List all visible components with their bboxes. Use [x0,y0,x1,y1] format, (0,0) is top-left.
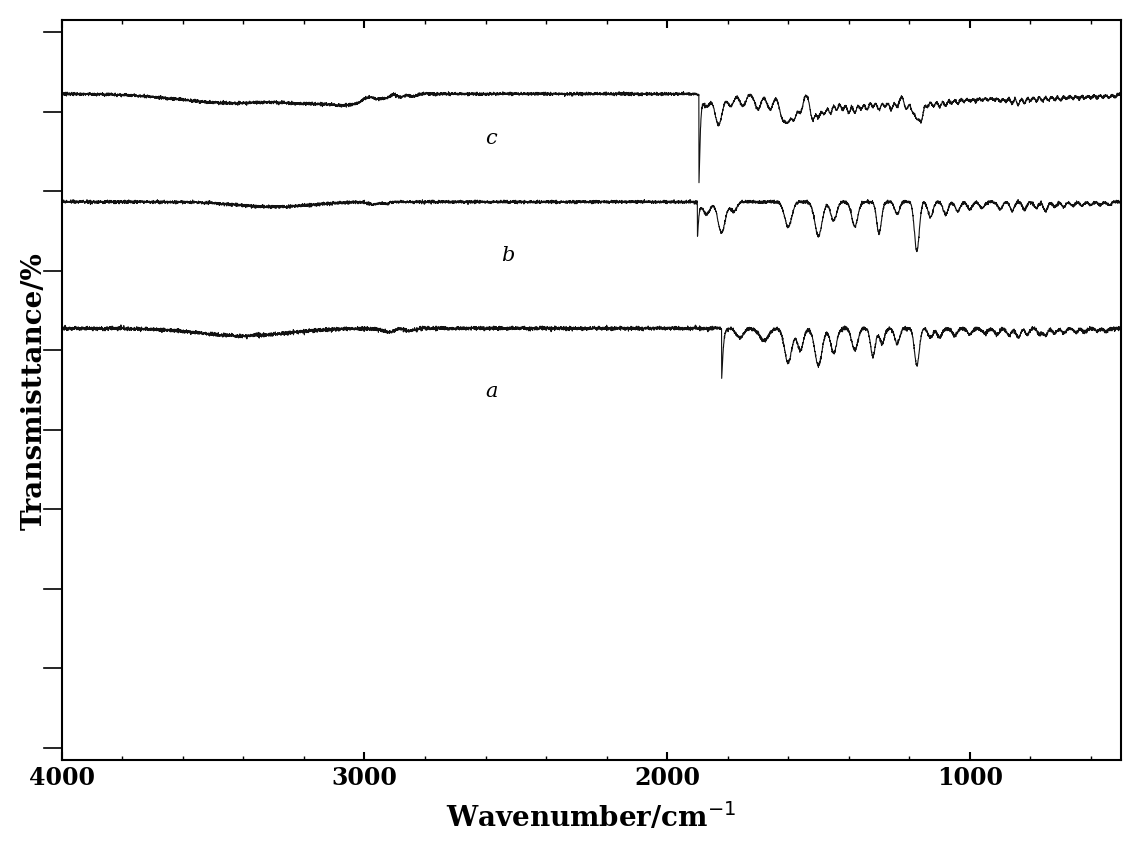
Text: c: c [485,129,497,148]
X-axis label: Wavenumber/cm$^{-1}$: Wavenumber/cm$^{-1}$ [447,800,737,833]
Text: a: a [485,382,498,401]
Text: b: b [500,247,514,265]
Y-axis label: Transmisttance/%: Transmisttance/% [21,252,48,530]
